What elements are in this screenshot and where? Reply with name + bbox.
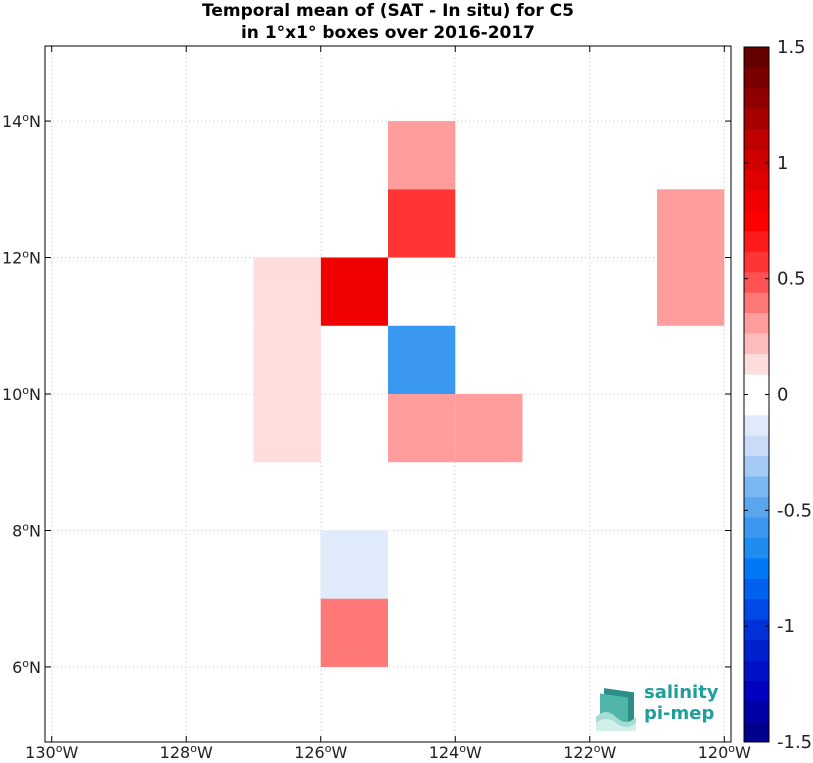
colorbar-tick-label: 1.5: [777, 37, 806, 58]
colorbar-swatch: [744, 455, 769, 477]
colorbar-swatch: [744, 517, 769, 538]
salinity-pimep-logo: salinity pi-mep: [596, 683, 726, 733]
colorbar-swatch: [744, 598, 769, 620]
data-cells: [253, 121, 725, 667]
colorbar-swatch: [744, 169, 769, 191]
colorbar-swatch: [744, 680, 769, 702]
colorbar-swatch: [744, 578, 769, 600]
colorbar: 1.5 1 0.5 0 -0.5 -1 -1.5: [743, 37, 812, 753]
heatmap-cell: [657, 257, 725, 326]
colorbar-tick-label: 0: [777, 385, 788, 406]
y-tick-label: 6oN: [12, 657, 41, 677]
colorbar-swatch: [744, 190, 769, 211]
colorbar-tick-label: -1.5: [777, 732, 812, 753]
y-tick-label: 12oN: [2, 248, 41, 268]
colorbar-swatch: [744, 619, 769, 641]
colorbar-tick-label: 0.5: [777, 269, 806, 290]
colorbar-swatch: [744, 639, 769, 661]
heatmap-cell: [388, 189, 456, 258]
heatmap-cell: [455, 394, 523, 463]
heatmap-cell: [388, 394, 456, 463]
heatmap-cell: [320, 257, 388, 326]
x-tick-label: 122oW: [563, 742, 616, 762]
heatmap-cell: [253, 394, 321, 463]
colorbar-swatch: [744, 230, 769, 252]
colorbar-swatch: [744, 210, 769, 232]
heatmap-cell: [320, 530, 388, 599]
colorbar-swatch: [744, 271, 769, 293]
colorbar-swatch: [744, 251, 769, 273]
axis-ticks: 130oW 128oW 126oW 124oW 122oW 120oW 6oN 8oN 10oN…: [2, 46, 751, 762]
x-tick-label: 124oW: [429, 742, 482, 762]
colorbar-tick-label: -1: [777, 616, 795, 637]
logo-text-pimep: pi-mep: [644, 703, 715, 724]
wave-logo-icon: [596, 688, 636, 731]
colorbar-swatch: [744, 414, 769, 436]
colorbar-swatch: [744, 537, 769, 559]
colorbar-swatch: [744, 128, 769, 150]
colorbar-swatch: [744, 721, 769, 743]
colorbar-swatch: [744, 496, 769, 518]
x-tick-label: 126oW: [294, 742, 347, 762]
colorbar-swatch: [744, 476, 769, 498]
colorbar-swatch: [744, 108, 769, 130]
heatmap-cell: [253, 325, 321, 394]
heatmap-cell: [388, 121, 456, 190]
heatmap-cell: [320, 598, 388, 667]
x-tick-label: 128oW: [160, 742, 213, 762]
colorbar-swatch: [744, 394, 769, 416]
colorbar-swatch: [744, 312, 769, 334]
colorbar-swatch: [744, 67, 769, 89]
heatmap-cell: [388, 325, 456, 394]
y-tick-label: 14oN: [2, 111, 41, 131]
colorbar-swatch: [744, 435, 769, 457]
chart-title: Temporal mean of (SAT - In situ) for C5: [202, 1, 574, 21]
y-tick-label: 8oN: [12, 520, 41, 540]
colorbar-swatch: [744, 149, 769, 171]
colorbar-swatch: [744, 701, 769, 722]
x-tick-label: 130oW: [25, 742, 78, 762]
chart-subtitle: in 1°x1° boxes over 2016-2017: [240, 23, 536, 43]
heatmap-cell: [253, 257, 321, 326]
colorbar-swatch: [744, 374, 769, 395]
x-tick-label: 120oW: [698, 742, 751, 762]
colorbar-swatch: [744, 47, 769, 68]
logo-text-salinity: salinity: [644, 682, 719, 703]
colorbar-swatch: [744, 558, 769, 579]
colorbar-swatch: [744, 87, 769, 109]
heatmap-cell: [657, 189, 725, 258]
colorbar-tick-label: -0.5: [777, 500, 812, 521]
colorbar-tick-label: 1: [777, 153, 788, 174]
colorbar-swatch: [744, 333, 769, 355]
colorbar-swatch: [744, 292, 769, 314]
colorbar-swatch: [744, 660, 769, 682]
colorbar-swatch: [744, 353, 769, 375]
y-tick-label: 10oN: [2, 384, 41, 404]
